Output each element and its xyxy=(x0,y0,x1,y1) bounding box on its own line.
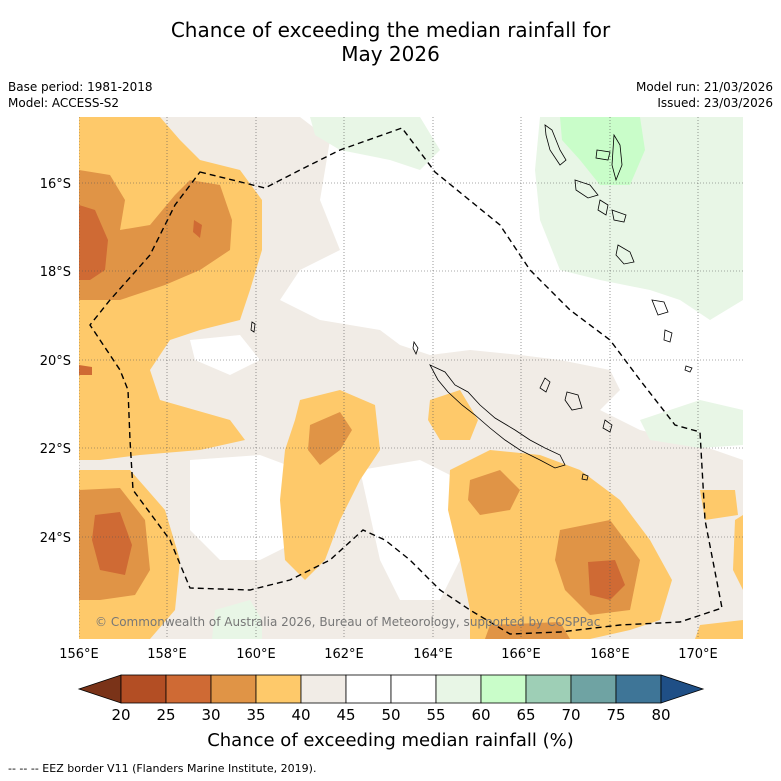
shade-25-30-west xyxy=(79,205,108,280)
shade-25-30-mid xyxy=(79,365,92,375)
lat-label-22s: 22°S xyxy=(40,442,71,457)
lon-gridlines xyxy=(79,117,699,639)
colorbar-label: Chance of exceeding median rainfall (%) xyxy=(207,730,574,751)
shade-25-30-southeast xyxy=(588,560,625,600)
shade-30-35-west xyxy=(79,170,232,300)
shade-30-35-southeast-a xyxy=(468,470,520,515)
colorbar-bin-40-45 xyxy=(300,674,347,704)
shade-55-60-north xyxy=(310,117,440,170)
title-line-2: May 2026 xyxy=(341,42,440,66)
colorbar-tick-30: 30 xyxy=(201,706,220,724)
lon-label-168e: 168°E xyxy=(590,647,630,662)
lat-labels: 16°S 18°S 20°S 22°S 24°S xyxy=(40,177,71,546)
colorbar-bin-30-35 xyxy=(210,674,257,704)
shade-50-55-inner-2 xyxy=(360,460,470,600)
colorbar-tick-45: 45 xyxy=(336,706,355,724)
lon-label-156e: 156°E xyxy=(59,647,99,662)
colorbar-bin-25-30 xyxy=(165,674,212,704)
shade-25-30-spot xyxy=(193,220,202,238)
lon-labels: 156°E 158°E 160°E 162°E 164°E 166°E 168°… xyxy=(59,647,718,662)
colorbar-bin-45-50 xyxy=(345,674,392,704)
shade-50-55-west xyxy=(190,335,260,375)
colorbar xyxy=(77,674,705,704)
shade-25-30-southwest xyxy=(92,512,132,575)
left-metadata: Base period: 1981-2018 Model: ACCESS-S2 xyxy=(8,79,153,111)
eez-border-west xyxy=(89,127,723,635)
colorbar-tick-80: 80 xyxy=(651,706,670,724)
vanuatu-coast xyxy=(544,124,693,373)
shade-30-35-south xyxy=(485,622,570,639)
colorbar-tick-60: 60 xyxy=(471,706,490,724)
colorbar-bin-65-70 xyxy=(525,674,572,704)
colorbar-tick-70: 70 xyxy=(561,706,580,724)
lat-label-18s: 18°S xyxy=(40,265,71,280)
model-name: Model: ACCESS-S2 xyxy=(8,96,120,110)
title-line-1: Chance of exceeding the median rainfall … xyxy=(170,18,611,42)
base-period: Base period: 1981-2018 xyxy=(8,80,153,94)
right-metadata: Model run: 21/03/2026 Issued: 23/03/2026 xyxy=(636,79,773,111)
small-islands-west xyxy=(250,321,419,356)
colorbar-tick-20: 20 xyxy=(111,706,130,724)
colorbar-tick-55: 55 xyxy=(426,706,445,724)
lat-label-16s: 16°S xyxy=(40,177,71,192)
colorbar-bin-20-25 xyxy=(120,674,167,704)
colorbar-tick-75: 75 xyxy=(606,706,625,724)
lon-label-170e: 170°E xyxy=(678,647,718,662)
lon-label-160e: 160°E xyxy=(236,647,276,662)
lon-label-166e: 166°E xyxy=(501,647,541,662)
isle-of-pines-coast xyxy=(581,473,589,481)
colorbar-upper-extend xyxy=(660,674,705,704)
colorbar-ticks: 20 25 30 35 40 45 50 55 60 65 70 75 80 xyxy=(111,706,670,724)
shade-35-40-newcal xyxy=(428,390,478,440)
shade-35-40-east xyxy=(700,490,738,520)
shade-35-40-se-corner xyxy=(695,620,743,639)
lon-label-164e: 164°E xyxy=(413,647,453,662)
new-caledonia-coast xyxy=(429,364,566,469)
colorbar-bin-50-55 xyxy=(390,674,437,704)
colorbar-tick-50: 50 xyxy=(381,706,400,724)
lat-label-20s: 20°S xyxy=(40,354,71,369)
shade-35-40-central xyxy=(280,390,380,580)
lon-label-162e: 162°E xyxy=(324,647,364,662)
shade-55-60-east xyxy=(640,400,743,448)
colorbar-tick-65: 65 xyxy=(516,706,535,724)
copyright-notice: © Commonwealth of Australia 2026, Bureau… xyxy=(95,615,600,629)
colorbar-bin-35-40 xyxy=(255,674,302,704)
colorbar-tick-25: 25 xyxy=(156,706,175,724)
shade-35-40-east-edge xyxy=(733,515,743,590)
map-area: © Commonwealth of Australia 2026, Bureau… xyxy=(79,117,743,639)
colorbar-bin-60-65 xyxy=(480,674,527,704)
issued-date: Issued: 23/03/2026 xyxy=(657,96,773,110)
shade-30-35-central xyxy=(308,412,352,465)
colorbar-bin-55-60 xyxy=(435,674,482,704)
colorbar-lower-extend xyxy=(77,674,122,704)
colorbar-tick-40: 40 xyxy=(291,706,310,724)
model-run: Model run: 21/03/2026 xyxy=(635,80,773,94)
shade-55-60-south xyxy=(212,600,262,639)
lat-label-24s: 24°S xyxy=(40,531,71,546)
map-title: Chance of exceeding the median rainfall … xyxy=(0,18,781,66)
colorbar-tick-35: 35 xyxy=(246,706,265,724)
colorbar-bin-70-75 xyxy=(570,674,617,704)
lon-label-158e: 158°E xyxy=(147,647,187,662)
colorbar-bin-75-80 xyxy=(615,674,662,704)
eez-footnote: -- -- -- EEZ border V11 (Flanders Marine… xyxy=(8,762,317,775)
